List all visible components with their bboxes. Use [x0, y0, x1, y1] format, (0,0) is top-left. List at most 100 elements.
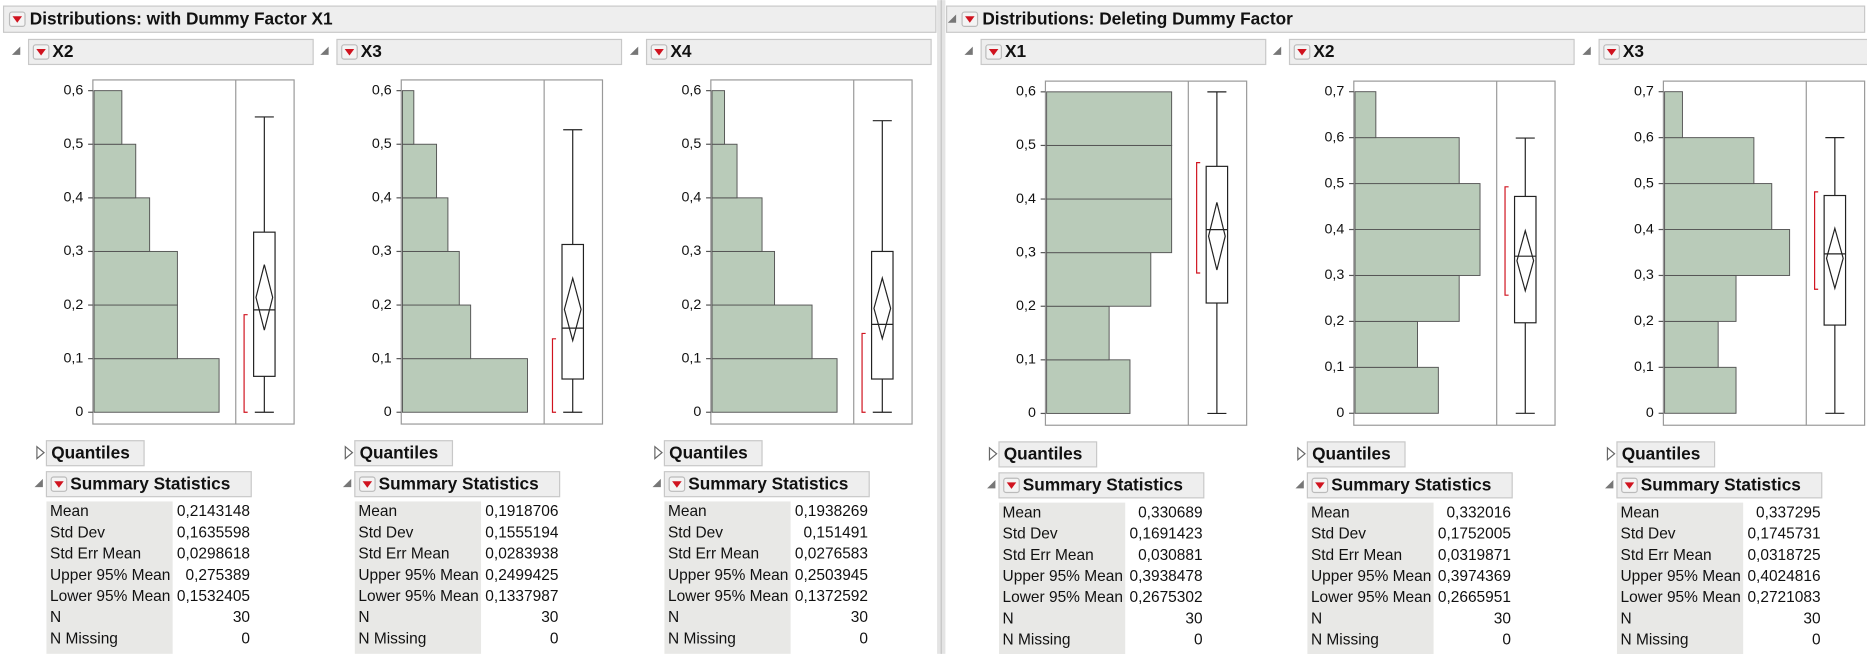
- histogram-bar: [93, 197, 151, 252]
- disclosure-open[interactable]: [947, 14, 957, 23]
- mean-diamond: [873, 275, 892, 341]
- section-header[interactable]: [45, 440, 145, 467]
- y-tick-label: 0,2: [1016, 298, 1036, 314]
- menu-triangle[interactable]: [362, 481, 373, 488]
- menu-triangle[interactable]: [36, 48, 46, 56]
- disclosure-closed[interactable]: [1297, 446, 1306, 462]
- menu-triangle[interactable]: [988, 48, 999, 56]
- disclosure-open[interactable]: [320, 46, 329, 55]
- stat-value: 0: [859, 630, 868, 647]
- menu-triangle[interactable]: [1606, 48, 1617, 56]
- y-tick-label: 0,7: [1324, 83, 1344, 99]
- stat-label: Std Err Mean: [1003, 547, 1094, 564]
- y-tick-label: 0,1: [1324, 359, 1344, 375]
- stat-label: Upper 95% Mean: [1311, 568, 1431, 585]
- menu-triangle[interactable]: [672, 481, 682, 488]
- stat-label: N: [1311, 610, 1322, 627]
- box: [1823, 194, 1847, 326]
- stat-label: Std Err Mean: [50, 546, 141, 563]
- stat-label: Lower 95% Mean: [1311, 589, 1431, 606]
- stat-label: N Missing: [1311, 632, 1379, 649]
- disclosure-closed[interactable]: [654, 445, 663, 460]
- stat-label: N Missing: [358, 630, 426, 647]
- disclosure-closed[interactable]: [344, 445, 354, 460]
- menu-triangle[interactable]: [1315, 482, 1325, 489]
- disclosure-open[interactable]: [34, 478, 43, 488]
- disclosure-closed[interactable]: [36, 445, 45, 460]
- panel-title: Distributions: Deleting Dummy Factor: [982, 8, 1293, 28]
- disclosure-open[interactable]: [1272, 46, 1282, 55]
- disclosure-open[interactable]: [629, 46, 639, 55]
- section-header[interactable]: [354, 440, 454, 467]
- menu-triangle[interactable]: [965, 16, 975, 23]
- quantiles-title[interactable]: Quantiles: [360, 442, 439, 462]
- section-header: [1306, 472, 1513, 499]
- stat-value: 0,0283938: [485, 546, 558, 563]
- menu-triangle[interactable]: [654, 48, 664, 56]
- y-tick-label: 0,4: [1016, 191, 1036, 207]
- box: [253, 231, 276, 377]
- y-tick-label: 0,7: [1634, 83, 1654, 99]
- menu-triangle[interactable]: [1297, 48, 1307, 56]
- menu-triangle[interactable]: [1006, 482, 1017, 489]
- box: [870, 250, 894, 380]
- mean-diamond: [1516, 228, 1535, 294]
- stat-label: Std Err Mean: [1311, 547, 1402, 564]
- histogram-bar: [1354, 137, 1460, 185]
- histogram-bar: [1046, 359, 1131, 414]
- y-tick-label: 0,5: [1016, 137, 1036, 153]
- summary-title: Summary Statistics: [1331, 475, 1491, 495]
- y-tick-label: 0,5: [372, 136, 392, 152]
- stat-value: 0,2665951: [1438, 589, 1511, 606]
- stat-value: 0,1918706: [485, 503, 558, 520]
- histogram-bar: [1664, 91, 1683, 139]
- quantiles-title[interactable]: Quantiles: [1312, 444, 1391, 464]
- quantiles-title[interactable]: Quantiles: [1622, 444, 1701, 464]
- menu-triangle[interactable]: [1624, 482, 1635, 489]
- y-tick-label: 0,3: [1016, 244, 1036, 260]
- disclosure-open[interactable]: [1582, 46, 1591, 55]
- y-tick-label: 0,3: [681, 243, 701, 259]
- stat-value: 0,1532405: [177, 588, 250, 605]
- y-tick-label: 0,6: [1016, 84, 1036, 100]
- column-header: [1288, 38, 1575, 66]
- stat-value: 30: [233, 609, 250, 626]
- y-tick-label: 0,4: [372, 190, 392, 206]
- section-header[interactable]: [663, 440, 763, 467]
- histogram-bar: [1354, 366, 1439, 414]
- label-column: [46, 501, 173, 654]
- stat-label: N: [50, 609, 61, 626]
- stat-value: 0,1635598: [177, 524, 250, 541]
- stat-value: 0,332016: [1446, 504, 1511, 521]
- stat-label: N: [668, 609, 679, 626]
- stat-value: 0,1555194: [485, 524, 559, 541]
- quantiles-title[interactable]: Quantiles: [51, 442, 130, 462]
- histogram-bar: [401, 304, 472, 360]
- stat-value: 0,0298618: [177, 546, 250, 563]
- menu-triangle[interactable]: [12, 16, 23, 23]
- disclosure-open[interactable]: [652, 478, 661, 488]
- y-tick-label: 0: [1646, 405, 1654, 421]
- section-header[interactable]: [1616, 441, 1716, 468]
- column-title: X1: [1005, 41, 1027, 61]
- summary-title: Summary Statistics: [70, 473, 230, 493]
- y-tick-label: 0,6: [1634, 129, 1654, 145]
- y-tick-label: 0,5: [681, 136, 701, 152]
- y-tick-label: 0,1: [681, 350, 701, 366]
- histogram-bar: [1664, 183, 1773, 230]
- quantiles-title[interactable]: Quantiles: [669, 442, 748, 462]
- stat-label: Mean: [668, 503, 707, 520]
- stat-value: 0: [1502, 632, 1511, 649]
- shortest-half: [1504, 186, 1509, 296]
- disclosure-closed[interactable]: [988, 446, 998, 462]
- menu-triangle[interactable]: [344, 48, 355, 56]
- quantiles-title[interactable]: Quantiles: [1004, 444, 1083, 464]
- disclosure-closed[interactable]: [1606, 446, 1616, 462]
- stat-value: 0,3938478: [1129, 568, 1202, 585]
- section-header[interactable]: [1306, 441, 1406, 468]
- stat-label: Std Err Mean: [1621, 547, 1712, 564]
- section-header[interactable]: [998, 441, 1098, 468]
- menu-triangle[interactable]: [54, 481, 64, 488]
- stat-label: Std Err Mean: [358, 546, 449, 563]
- section-header: [663, 471, 870, 498]
